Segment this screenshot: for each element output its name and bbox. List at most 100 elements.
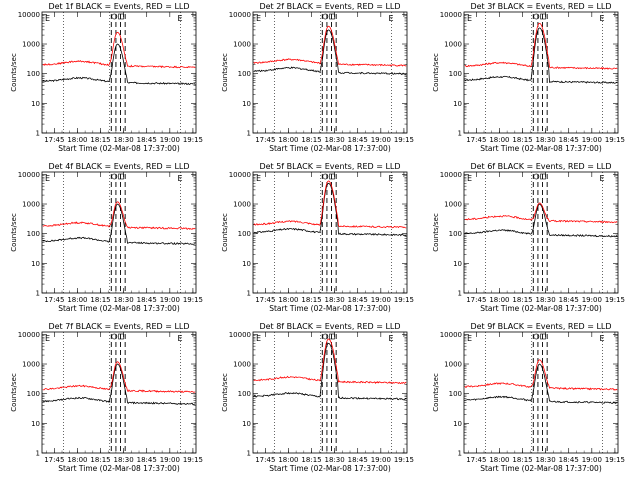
- y-axis-label: Counts/sec: [221, 213, 229, 252]
- y-axis-label: Counts/sec: [432, 373, 440, 412]
- plot-panel-5: Det 5f BLACK = Events, RED = LLD 1 10 100 10…: [221, 162, 414, 313]
- y-tick-label: 1000: [444, 41, 462, 49]
- event-marker-label: E: [256, 334, 261, 343]
- y-tick-label: 100: [27, 390, 40, 398]
- x-tick-label: 17:45: [466, 136, 486, 144]
- marker-circle-icon: [322, 173, 329, 180]
- x-axis-label: Start Time (02-Mar-08 17:37:00): [269, 144, 391, 153]
- y-tick-label: 1000: [22, 361, 40, 369]
- y-tick-label: 1: [458, 290, 462, 298]
- plot-title: Det 1f BLACK = Events, RED = LLD: [48, 2, 189, 11]
- plot-frame: [41, 11, 197, 134]
- x-tick-label: 19:15: [183, 136, 203, 144]
- y-tick-label: 10000: [440, 331, 462, 339]
- plot-title: Det 5f BLACK = Events, RED = LLD: [259, 162, 400, 171]
- marker-box-icon: [118, 173, 124, 180]
- y-tick-label: 1: [458, 450, 462, 458]
- plot-panel-8: Det 8f BLACK = Events, RED = LLD 1 10 100 10…: [221, 322, 414, 473]
- x-tick-label: 18:00: [489, 136, 509, 144]
- y-tick-label: 1: [36, 130, 40, 138]
- y-tick-label: 1: [247, 130, 251, 138]
- plot-frame: [252, 171, 408, 294]
- y-axis-label: Counts/sec: [432, 213, 440, 252]
- marker-box-icon: [540, 333, 546, 340]
- x-tick-label: 17:45: [44, 136, 64, 144]
- x-axis-label: Start Time (02-Mar-08 17:37:00): [269, 464, 391, 473]
- marker-circle-icon: [111, 13, 118, 20]
- marker-box-icon: [329, 333, 335, 340]
- marker-box-icon: [329, 13, 335, 20]
- series-line-lld: [253, 25, 407, 67]
- y-tick-label: 10: [453, 100, 462, 108]
- x-tick-label: 18:45: [559, 296, 579, 304]
- event-marker-label: E: [389, 174, 394, 183]
- x-tick-label: 18:00: [67, 456, 87, 464]
- x-tick-label: 18:30: [114, 456, 134, 464]
- x-tick-label: 18:15: [512, 296, 532, 304]
- y-tick-label: 10: [31, 420, 40, 428]
- x-tick-label: 18:15: [301, 136, 321, 144]
- x-axis-label: Start Time (02-Mar-08 17:37:00): [480, 144, 602, 153]
- series-line-events: [253, 29, 407, 75]
- series-line-events: [42, 203, 196, 245]
- x-tick-label: 19:15: [394, 456, 414, 464]
- x-tick-label: 18:45: [559, 456, 579, 464]
- y-tick-label: 10: [242, 420, 251, 428]
- y-tick-label: 1: [36, 450, 40, 458]
- y-tick-label: 10000: [440, 11, 462, 19]
- y-tick-label: 1000: [22, 41, 40, 49]
- y-axis-label: Counts/sec: [432, 53, 440, 92]
- marker-box-icon: [118, 333, 124, 340]
- y-tick-label: 100: [449, 70, 462, 78]
- marker-circle-icon: [533, 333, 540, 340]
- plot-panel-3: Det 3f BLACK = Events, RED = LLD 1 10 100 10…: [432, 2, 625, 153]
- y-tick-label: 1000: [444, 361, 462, 369]
- y-axis-label: Counts/sec: [221, 373, 229, 412]
- event-marker-label: E: [467, 14, 472, 23]
- series-line-lld: [42, 31, 196, 69]
- y-tick-label: 10: [31, 100, 40, 108]
- event-marker-label: E: [389, 334, 394, 343]
- marker-box-icon: [329, 173, 335, 180]
- x-tick-label: 18:45: [137, 296, 157, 304]
- event-marker-label: E: [600, 14, 605, 23]
- y-tick-label: 10000: [18, 331, 40, 339]
- x-tick-label: 19:15: [605, 456, 625, 464]
- y-tick-label: 100: [449, 230, 462, 238]
- x-tick-label: 18:30: [114, 136, 134, 144]
- x-tick-label: 18:00: [489, 456, 509, 464]
- plot-frame: [463, 11, 619, 134]
- plot-panel-2: Det 2f BLACK = Events, RED = LLD 1 10 100 10…: [221, 2, 414, 153]
- y-tick-label: 1: [36, 290, 40, 298]
- y-tick-label: 10000: [229, 11, 251, 19]
- x-tick-label: 18:30: [536, 296, 556, 304]
- y-tick-label: 100: [27, 230, 40, 238]
- marker-box-icon: [540, 173, 546, 180]
- series-line-events: [253, 182, 407, 237]
- x-tick-label: 18:00: [67, 136, 87, 144]
- x-tick-label: 18:00: [278, 136, 298, 144]
- y-axis-label: Counts/sec: [10, 53, 18, 92]
- x-tick-label: 18:00: [489, 296, 509, 304]
- event-marker-label: E: [45, 334, 50, 343]
- x-axis-label: Start Time (02-Mar-08 17:37:00): [480, 304, 602, 313]
- y-tick-label: 10: [453, 260, 462, 268]
- event-marker-label: E: [600, 174, 605, 183]
- series-line-events: [464, 363, 618, 405]
- y-tick-label: 10000: [229, 171, 251, 179]
- x-tick-label: 19:15: [394, 136, 414, 144]
- plot-panel-9: Det 9f BLACK = Events, RED = LLD 1 10 100 10…: [432, 322, 625, 473]
- plot-panel-6: Det 6f BLACK = Events, RED = LLD 1 10 100 10…: [432, 162, 625, 313]
- x-tick-label: 19:00: [582, 456, 602, 464]
- x-tick-label: 18:30: [325, 456, 345, 464]
- y-tick-label: 1000: [444, 201, 462, 209]
- y-tick-label: 10: [453, 420, 462, 428]
- x-tick-label: 19:00: [160, 136, 180, 144]
- x-tick-label: 19:00: [160, 456, 180, 464]
- y-tick-label: 100: [238, 390, 251, 398]
- event-marker-label: E: [467, 334, 472, 343]
- series-line-lld: [42, 201, 196, 230]
- x-tick-label: 17:45: [466, 456, 486, 464]
- y-tick-label: 1000: [233, 201, 251, 209]
- x-tick-label: 19:00: [582, 136, 602, 144]
